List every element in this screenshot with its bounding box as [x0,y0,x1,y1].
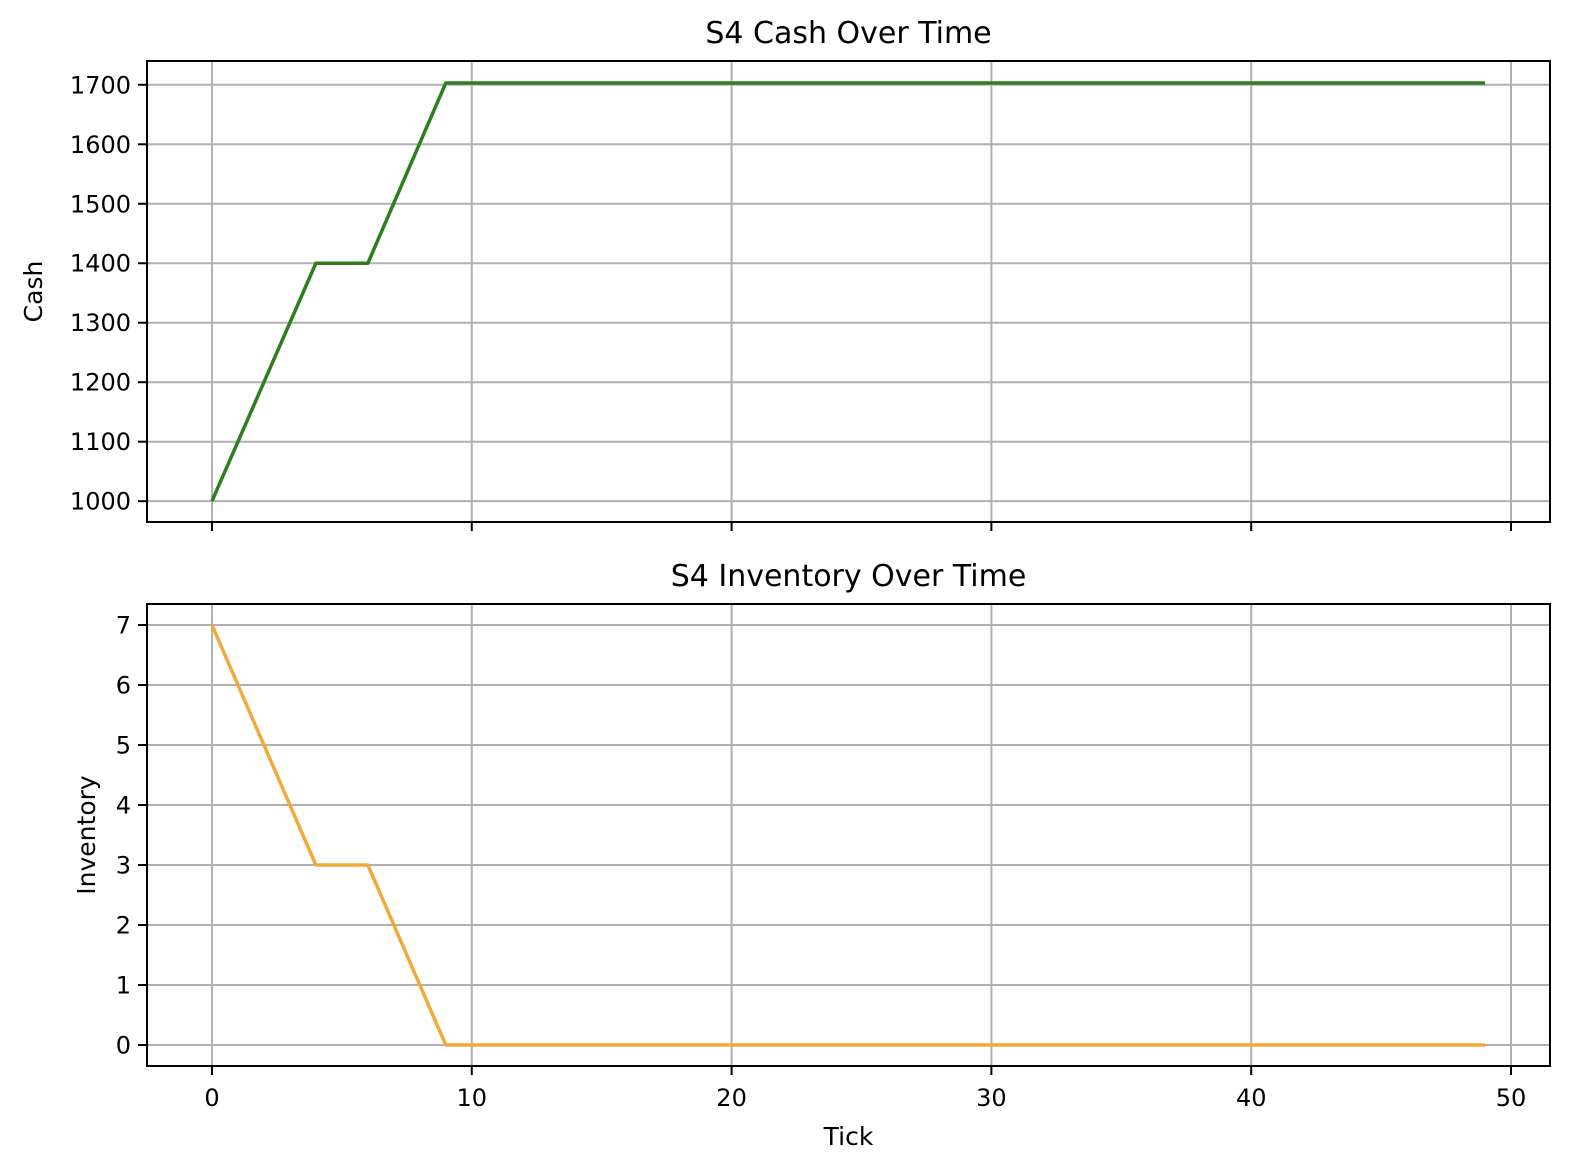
cash-y-tick-label: 1100 [70,428,131,456]
inventory-y-tick-label: 1 [116,972,131,1000]
inventory-series-line [210,624,1486,1047]
inventory-y-tick-label: 0 [116,1032,131,1060]
inventory-x-axis-label: Tick [823,1122,874,1151]
cash-y-tick-label: 1300 [70,309,131,337]
inventory-x-tick-label: 20 [716,1084,747,1112]
inventory-y-axis-label: Inventory [72,775,101,895]
cash-plot-frame [146,60,1551,523]
cash-y-axis-label: Cash [19,261,48,323]
cash-y-tick-label: 1400 [70,250,131,278]
cash-y-tick-label: 1200 [70,369,131,397]
inventory-x-tick-label: 50 [1496,1084,1527,1112]
inventory-y-tick-label: 6 [116,672,131,700]
inventory-plot-frame [146,603,1551,1067]
inventory-chart-panel: 0 10 20 30 40 50 0 1 2 3 4 5 6 7 S4 Inventory Over Tim… [72,559,1551,1151]
inventory-y-tick-label: 5 [116,732,131,760]
cash-y-tick-label: 1600 [70,131,131,159]
inventory-y-tick-label: 2 [116,912,131,940]
inventory-x-tick-label: 40 [1236,1084,1267,1112]
cash-y-tick-label: 1700 [70,71,131,99]
inventory-y-tick-label: 4 [116,792,131,820]
inventory-chart-title: S4 Inventory Over Time [671,559,1027,594]
cash-chart-title: S4 Cash Over Time [705,16,991,51]
cash-chart-panel: 1000 1100 1200 1300 1400 1500 1600 1700 S4 Cash … [19,16,1551,531]
cash-y-tick-label: 1000 [70,488,131,516]
inventory-x-tick-label: 30 [976,1084,1007,1112]
inventory-y-tick-label: 7 [116,612,131,640]
cash-y-tick-label: 1500 [70,190,131,218]
inventory-x-tick-label: 10 [456,1084,487,1112]
inventory-y-tick-label: 3 [116,852,131,880]
inventory-x-tick-label: 0 [204,1084,219,1112]
cash-series-line [210,81,1486,502]
